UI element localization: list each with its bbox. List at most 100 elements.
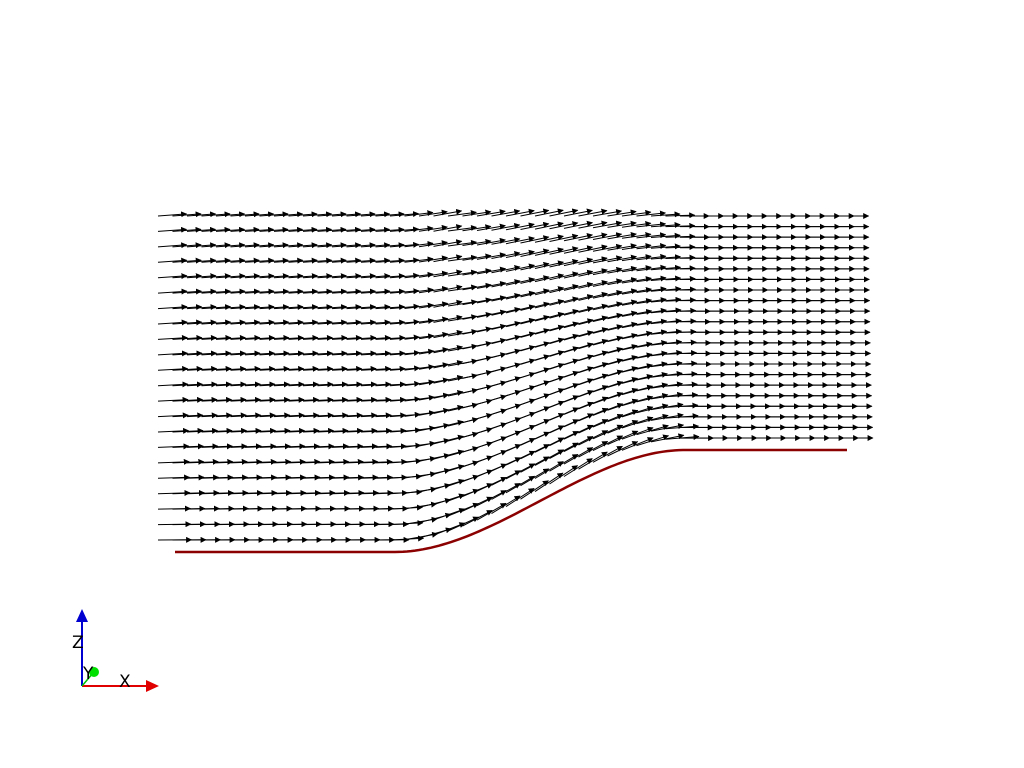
vector-glyph — [404, 531, 439, 541]
vector-glyph — [462, 224, 492, 232]
vector-glyph — [288, 319, 319, 326]
vector-glyph — [636, 424, 669, 436]
vector-glyph — [563, 233, 593, 242]
vector-glyph — [636, 253, 667, 261]
vector-glyph — [462, 238, 492, 246]
vector-glyph — [273, 350, 304, 357]
vector-glyph — [172, 381, 203, 388]
vector-glyph — [360, 242, 391, 249]
vector-glyph — [215, 211, 246, 218]
vector-glyph — [317, 226, 347, 233]
vector-glyph — [433, 404, 464, 414]
vector-glyph — [621, 220, 652, 228]
vector-glyph — [186, 288, 217, 295]
vector-glyph — [302, 396, 334, 403]
vector-glyph — [476, 280, 507, 289]
vector-glyph — [302, 304, 333, 311]
vector-glyph — [433, 389, 464, 399]
vector-glyph — [563, 436, 594, 453]
vector-glyph — [172, 242, 202, 249]
vector-glyph — [215, 365, 247, 372]
vector-glyph — [157, 365, 189, 372]
vector-glyph — [389, 226, 420, 233]
vector-glyph — [505, 475, 536, 494]
vector-glyph — [288, 304, 319, 311]
vector-glyph — [433, 464, 465, 475]
vector-glyph — [360, 381, 392, 388]
vector-glyph — [273, 458, 306, 465]
vector-glyph — [317, 242, 347, 249]
vector-glyph — [157, 396, 189, 403]
vector-glyph — [259, 273, 289, 280]
vector-glyph — [549, 296, 579, 306]
vector-glyph — [549, 442, 579, 459]
vector-glyph — [302, 412, 334, 419]
bump-surface-profile — [175, 448, 847, 554]
vector-glyph — [578, 419, 609, 434]
vector-glyph — [186, 350, 217, 357]
vector-glyph — [331, 350, 362, 357]
vector-glyph — [592, 324, 623, 334]
vector-glyph — [476, 252, 506, 260]
vector-glyph — [418, 362, 449, 370]
vector-glyph — [520, 275, 550, 284]
vector-glyph — [607, 220, 637, 228]
vector-glyph — [157, 304, 188, 311]
vector-glyph — [636, 413, 669, 425]
vector-glyph — [346, 242, 376, 249]
vector-glyph — [317, 365, 348, 372]
vector-glyph — [592, 220, 623, 229]
vector-glyph — [215, 427, 248, 434]
vector-glyph — [549, 283, 579, 294]
y-axis-marker — [89, 667, 99, 677]
vector-glyph — [346, 319, 377, 326]
vector-glyph — [375, 350, 406, 357]
vector-glyph — [230, 443, 262, 450]
vector-glyph — [433, 208, 463, 217]
vector-glyph — [331, 242, 362, 249]
vector-glyph — [462, 297, 492, 306]
vector-glyph — [201, 211, 231, 218]
vector-glyph — [578, 327, 609, 338]
vector-glyph — [534, 221, 564, 230]
vector-glyph — [462, 253, 492, 261]
vector-glyph — [578, 407, 609, 422]
vector-glyph — [433, 344, 463, 354]
vector-glyph — [433, 239, 463, 247]
vector-glyph — [433, 507, 466, 521]
vector-glyph — [447, 210, 477, 217]
vector-glyph — [201, 304, 232, 311]
vector-glyph — [360, 412, 392, 419]
vector-glyph — [578, 303, 608, 313]
vector-glyph — [621, 298, 653, 306]
vector-glyph — [650, 222, 681, 228]
vector-glyph — [288, 242, 318, 249]
vector-glyph — [389, 303, 420, 310]
vector-glyph — [172, 396, 204, 403]
vector-glyph — [273, 427, 306, 434]
vector-glyph — [621, 265, 652, 273]
vector-glyph — [302, 365, 334, 372]
vector-glyph — [621, 308, 653, 317]
vector-glyph — [433, 314, 463, 323]
vector-glyph — [404, 210, 434, 217]
vector-glyph — [505, 487, 535, 508]
vector-glyph — [549, 308, 579, 319]
vector-glyph — [215, 304, 246, 311]
vector-glyph — [244, 412, 276, 419]
vector-glyph — [578, 338, 609, 350]
vector-glyph — [230, 458, 263, 465]
vector-glyph — [433, 478, 465, 490]
vector-glyph — [215, 334, 246, 341]
vector-glyph — [636, 275, 667, 283]
orientation-axes-widget[interactable]: Z Y X — [72, 609, 159, 692]
vector-glyph — [331, 334, 362, 341]
vector-glyph — [360, 427, 393, 434]
vector-glyph — [346, 365, 377, 372]
vector-glyph — [244, 304, 275, 311]
vector-glyph — [302, 257, 333, 264]
vector-glyph — [288, 443, 320, 450]
vector-glyph — [389, 241, 420, 248]
vector-glyph — [491, 208, 521, 217]
